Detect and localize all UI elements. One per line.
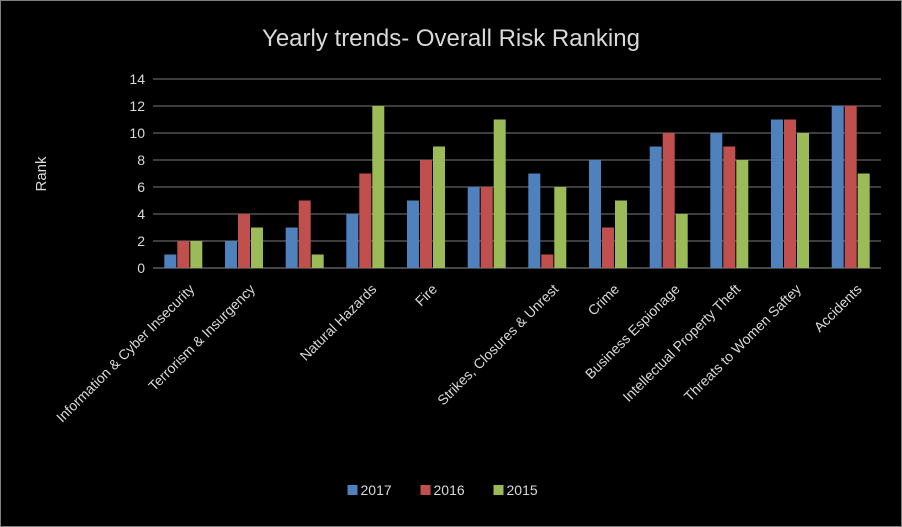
- bar-2015: [736, 160, 749, 268]
- bar-2017: [649, 146, 662, 268]
- y-tick-label: 10: [129, 125, 145, 141]
- bar-2017: [407, 200, 419, 268]
- bar-2016: [662, 133, 675, 268]
- bar-2015: [857, 173, 870, 268]
- x-tick-label: Threats to Women Saftey: [681, 281, 804, 404]
- x-tick-label: Strikes, Closures & Unrest: [434, 281, 561, 408]
- bar-2016: [480, 187, 493, 268]
- y-tick-label: 0: [137, 260, 145, 276]
- bars: [164, 106, 870, 268]
- chart-title: Yearly trends- Overall Risk Ranking: [262, 25, 640, 52]
- x-tick-label: Accidents: [811, 281, 865, 335]
- legend-label: 2017: [361, 482, 392, 498]
- y-tick-label: 8: [137, 152, 145, 168]
- bar-2015: [493, 119, 506, 268]
- bar-2017: [589, 160, 601, 268]
- bar-2015: [372, 106, 385, 268]
- legend-swatch: [420, 485, 431, 495]
- bar-2016: [359, 173, 372, 268]
- y-tick-label: 12: [129, 98, 145, 114]
- y-tick-label: 6: [137, 179, 145, 195]
- x-tick-label: Terrorism & Insurgency: [145, 281, 258, 394]
- x-tick-label: Natural Hazards: [297, 281, 380, 364]
- bar-2015: [615, 200, 627, 268]
- legend: 2017 2016 2015: [347, 482, 538, 498]
- bar-2017: [285, 227, 298, 268]
- bar-2016: [784, 119, 796, 268]
- bar-2016: [420, 160, 432, 268]
- bar-2017: [225, 241, 237, 268]
- bar-2016: [723, 146, 736, 268]
- bar-2017: [164, 254, 177, 268]
- bar-2017: [831, 106, 844, 268]
- x-tick-label: Fire: [412, 281, 441, 310]
- x-tick-labels: Information & Cyber InsecurityTerrorism …: [53, 281, 865, 426]
- y-axis-label: Rank: [33, 156, 50, 192]
- legend-swatch: [347, 485, 358, 495]
- bar-2016: [602, 227, 614, 268]
- legend-label: 2015: [507, 482, 538, 498]
- bar-2015: [797, 133, 809, 268]
- bar-2016: [238, 214, 250, 268]
- bar-2016: [541, 254, 554, 268]
- legend-label: 2016: [434, 482, 465, 498]
- bar-2016: [844, 106, 857, 268]
- bar-2015: [433, 146, 445, 268]
- y-tick-label: 2: [137, 233, 145, 249]
- bar-2017: [528, 173, 541, 268]
- y-tick-label: 14: [129, 71, 145, 87]
- bar-2017: [467, 187, 480, 268]
- bar-2015: [311, 254, 324, 268]
- gridlines: [153, 78, 881, 269]
- bar-2017: [710, 133, 723, 268]
- bar-2017: [771, 119, 783, 268]
- bar-2015: [675, 214, 688, 268]
- y-tick-label: 4: [137, 206, 145, 222]
- bar-2015: [251, 227, 263, 268]
- bar-2016: [177, 241, 190, 268]
- bar-2015: [554, 187, 567, 268]
- x-tick-label: Crime: [584, 281, 622, 319]
- bar-2015: [190, 241, 203, 268]
- bar-2016: [298, 200, 311, 268]
- bar-2017: [346, 214, 359, 268]
- x-tick-label: Intellectual Property Theft: [619, 281, 743, 405]
- y-tick-labels: 0 2 4 6 8 10 12 14: [129, 71, 145, 276]
- legend-swatch: [493, 485, 504, 495]
